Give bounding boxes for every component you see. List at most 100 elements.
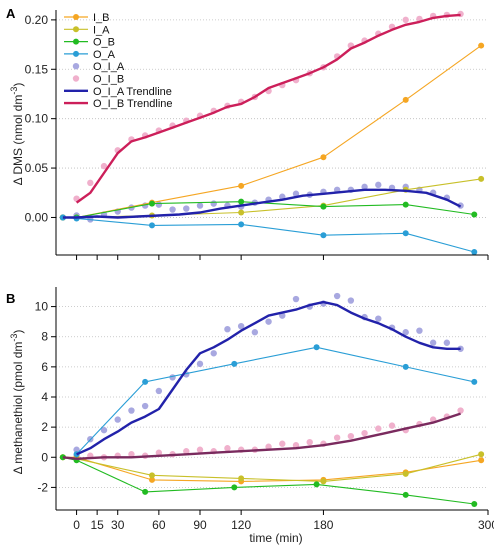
data-point (149, 476, 155, 483)
data-point (149, 200, 155, 207)
x-tick-label: 15 (90, 518, 104, 532)
data-point (292, 295, 300, 303)
legend-item-o-i-a: O_I_A (72, 61, 125, 73)
data-point (128, 451, 135, 458)
data-point (292, 190, 300, 197)
y-tick-label: 0.20 (25, 13, 49, 27)
y-tick-label: 0.00 (25, 210, 49, 224)
marks-a (59, 10, 485, 256)
data-point (375, 425, 382, 432)
data-point (238, 221, 245, 228)
data-point (333, 292, 341, 300)
data-point (149, 222, 155, 229)
data-point (471, 500, 478, 507)
series-o-i-a-trendline (76, 300, 461, 456)
legend-swatch (73, 50, 79, 57)
legend-label: O_I_A (93, 61, 125, 73)
legend-label: I_B (93, 12, 110, 24)
data-point (429, 339, 437, 346)
data-point (320, 154, 327, 161)
data-point (238, 209, 245, 216)
y-axis-title-a-sup: -3 (9, 87, 19, 95)
legend-swatch (73, 38, 79, 45)
data-point (443, 339, 451, 346)
data-point (265, 443, 272, 450)
legend-item-i-b: I_B (64, 12, 110, 24)
x-axis-title: time (min) (249, 531, 302, 545)
data-point (155, 387, 163, 395)
data-point (128, 407, 135, 414)
legend-item-o-b: O_B (64, 37, 115, 49)
y-tick-label: 0.15 (25, 62, 49, 76)
data-point (478, 175, 485, 182)
legend-label: O_B (93, 37, 115, 49)
y-axis-title-b-sup: -3 (9, 334, 19, 342)
y-tick-label: 0 (41, 450, 48, 464)
data-point (224, 445, 231, 452)
series-o-b (59, 454, 478, 507)
y-tick-label: -2 (37, 480, 48, 494)
data-point (478, 451, 485, 458)
data-point (402, 201, 409, 208)
y-axis-title-b-main: Δ methanethiol (pmol dm (11, 342, 25, 475)
data-point (142, 488, 149, 495)
data-point (210, 350, 217, 357)
x-tick-label: 120 (231, 518, 251, 532)
y-tick-label: 0.05 (25, 161, 49, 175)
data-point (251, 329, 259, 336)
data-point (279, 440, 286, 447)
y-axis-title-a-main: Δ DMS (nmol dm (11, 95, 25, 186)
x-tick-label: 90 (193, 518, 207, 532)
legend-item-o-i-a-trendline: O_I_A Trendline (64, 86, 172, 98)
series-i-a (59, 175, 485, 221)
axes-b: -2 0 2 4 6 8 10 0 15 30 60 90 120 180 300 (35, 287, 494, 532)
data-point (73, 446, 80, 453)
data-point (333, 434, 341, 441)
x-tick-label: 180 (313, 518, 333, 532)
data-point (361, 429, 368, 437)
data-point (375, 181, 382, 189)
data-point (457, 407, 464, 414)
data-point (114, 416, 121, 423)
data-point (471, 211, 478, 218)
series-o-i-b (73, 407, 464, 461)
data-point (141, 402, 149, 410)
legend-swatch (72, 75, 80, 82)
data-point (306, 438, 313, 446)
series-line (62, 201, 475, 219)
data-point (388, 422, 396, 429)
y-tick-label: 2 (41, 420, 48, 434)
data-point (471, 378, 478, 385)
data-point (183, 205, 190, 212)
x-tick-label: 0 (73, 518, 80, 532)
panel-letter-b: B (6, 291, 15, 306)
data-point (231, 360, 238, 367)
data-point (265, 318, 272, 325)
x-tick-label: 30 (111, 518, 125, 532)
data-point (238, 182, 245, 189)
legend-item-o-i-b: O_I_B (72, 74, 124, 86)
data-point (196, 202, 204, 209)
y-axis-title-a: Δ DMS (nmol dm-3) (9, 83, 25, 186)
data-point (87, 179, 94, 187)
data-point (210, 200, 217, 207)
data-point (347, 297, 355, 304)
data-point (155, 449, 163, 456)
data-point (142, 378, 149, 385)
legend-item-o-i-b-trendline: O_I_B Trendline (64, 98, 173, 110)
data-point (169, 374, 176, 381)
y-tick-label: 0.10 (25, 112, 49, 126)
series-line (62, 188, 462, 219)
data-point (402, 329, 409, 336)
data-point (238, 198, 245, 205)
panel-a: A 0.00 0.05 0.10 0.15 0.20 Δ DMS (nmol dm-3)… (6, 6, 489, 260)
data-point (100, 426, 108, 434)
legend-swatch (72, 62, 80, 70)
legend-item-o-a: O_A (64, 49, 116, 61)
data-point (183, 448, 190, 455)
y-tick-label: 10 (35, 300, 49, 314)
series-line (62, 412, 461, 460)
data-point (149, 472, 155, 479)
series-o-a (59, 214, 478, 256)
